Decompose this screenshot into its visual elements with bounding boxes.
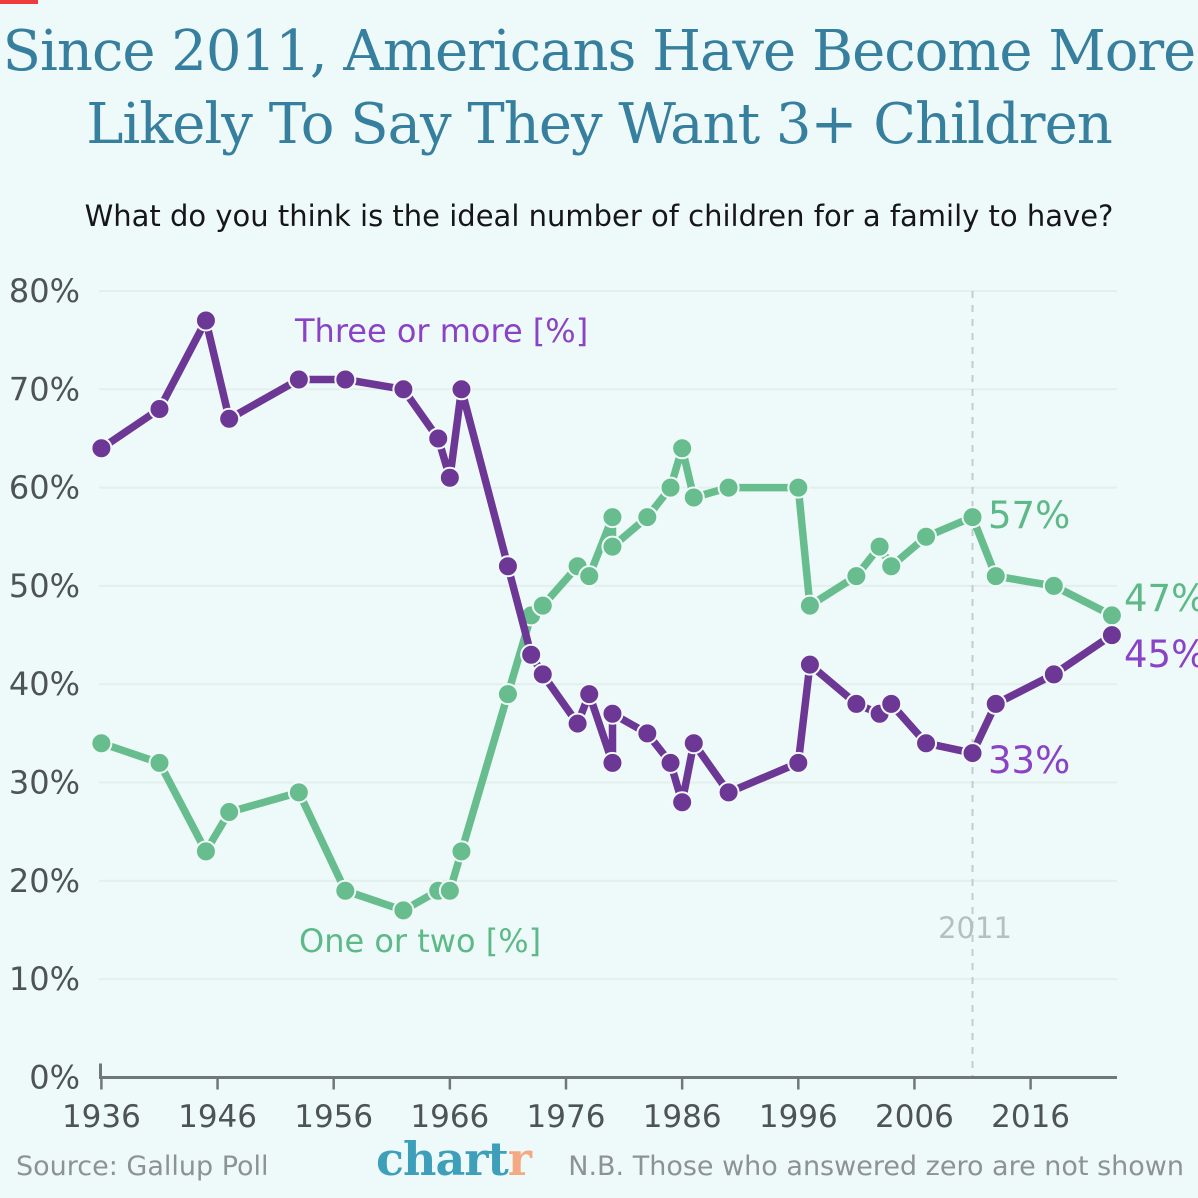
data-point — [427, 427, 450, 450]
title-line-2: Likely To Say They Want 3+ Children — [86, 91, 1113, 157]
data-point — [682, 732, 705, 755]
data-point — [787, 476, 810, 499]
data-point — [218, 801, 241, 824]
data-point — [682, 486, 705, 509]
data-point — [450, 378, 473, 401]
data-point — [578, 683, 601, 706]
data-point — [868, 535, 891, 558]
data-point — [148, 751, 171, 774]
data-point — [194, 309, 217, 332]
data-point — [1100, 624, 1123, 647]
data-point — [218, 407, 241, 430]
data-point — [915, 525, 938, 548]
chartr-logo-chart: chart — [376, 1132, 509, 1186]
y-axis-label: 0% — [29, 1059, 80, 1097]
data-point — [671, 791, 694, 814]
data-point — [531, 663, 554, 686]
data-point — [659, 751, 682, 774]
data-point — [984, 692, 1007, 715]
data-point — [880, 555, 903, 578]
y-axis-label: 70% — [9, 370, 80, 408]
data-point — [90, 437, 113, 460]
data-point — [798, 594, 821, 617]
data-point — [194, 840, 217, 863]
data-point — [659, 476, 682, 499]
title-line-1: Since 2011, Americans Have Become More — [2, 19, 1197, 84]
data-point — [148, 397, 171, 420]
x-axis-label: 1956 — [294, 1099, 373, 1135]
data-point — [601, 702, 624, 725]
data-point — [496, 555, 519, 578]
data-point — [984, 565, 1007, 588]
annotation-purple-33: 33% — [988, 739, 1071, 782]
series-label-three-or-more: Three or more [%] — [295, 312, 589, 350]
data-point — [438, 466, 461, 489]
x-axis-label: 1976 — [527, 1099, 606, 1135]
chart-subtitle: What do you think is the ideal number of… — [84, 199, 1114, 233]
data-point — [1100, 604, 1123, 627]
data-point — [601, 751, 624, 774]
data-point — [717, 476, 740, 499]
data-point — [287, 781, 310, 804]
data-point — [90, 732, 113, 755]
y-axis-label: 40% — [9, 665, 80, 703]
data-point — [636, 506, 659, 529]
y-axis-label: 50% — [9, 567, 80, 605]
data-point — [601, 535, 624, 558]
data-point — [1042, 574, 1065, 597]
series-label-one-or-two: One or two [%] — [299, 922, 542, 960]
annotation-purple-45: 45% — [1124, 633, 1198, 676]
data-point — [438, 879, 461, 902]
x-axis-label: 1946 — [178, 1099, 257, 1135]
data-point — [787, 751, 810, 774]
x-axis-label: 2006 — [875, 1099, 954, 1135]
data-point — [717, 781, 740, 804]
data-point — [334, 368, 357, 391]
chart-title: Since 2011, Americans Have Become More Li… — [0, 16, 1198, 162]
data-point — [1042, 663, 1065, 686]
data-point — [961, 742, 984, 765]
x-axis-label: 1966 — [410, 1099, 489, 1135]
data-point — [845, 692, 868, 715]
data-point — [915, 732, 938, 755]
data-point — [392, 899, 415, 922]
data-point — [496, 683, 519, 706]
series-line-three-or-more — [97, 316, 1116, 806]
data-point — [601, 506, 624, 529]
data-point — [845, 565, 868, 588]
data-point — [961, 506, 984, 529]
data-point — [531, 594, 554, 617]
x-axis-label: 1986 — [643, 1099, 722, 1135]
y-axis-label: 30% — [9, 764, 80, 802]
data-point — [392, 378, 415, 401]
data-point — [566, 712, 589, 735]
y-axis-label: 10% — [9, 960, 80, 998]
data-point — [798, 653, 821, 676]
y-axis-label: 60% — [9, 469, 80, 507]
reference-year-label: 2011 — [938, 911, 1012, 945]
data-point — [880, 692, 903, 715]
data-point — [334, 879, 357, 902]
annotation-green-47: 47% — [1124, 577, 1198, 620]
x-axis-label: 1996 — [759, 1099, 838, 1135]
data-point — [520, 643, 543, 666]
data-point — [578, 565, 601, 588]
footnote: N.B. Those who answered zero are not sho… — [568, 1151, 1184, 1182]
source-credit: Source: Gallup Poll — [16, 1151, 269, 1182]
chartr-logo: chartr — [376, 1132, 532, 1186]
data-point — [671, 437, 694, 460]
x-axis-label: 2016 — [991, 1099, 1070, 1135]
data-point — [287, 368, 310, 391]
y-axis-label: 20% — [9, 862, 80, 900]
chartr-logo-r: r — [507, 1132, 532, 1186]
y-axis-label: 80% — [9, 272, 80, 310]
data-point — [636, 722, 659, 745]
x-axis-label: 1936 — [62, 1099, 141, 1135]
data-point — [450, 840, 473, 863]
annotation-green-57: 57% — [988, 494, 1071, 537]
screen-artifact-red — [0, 0, 38, 4]
